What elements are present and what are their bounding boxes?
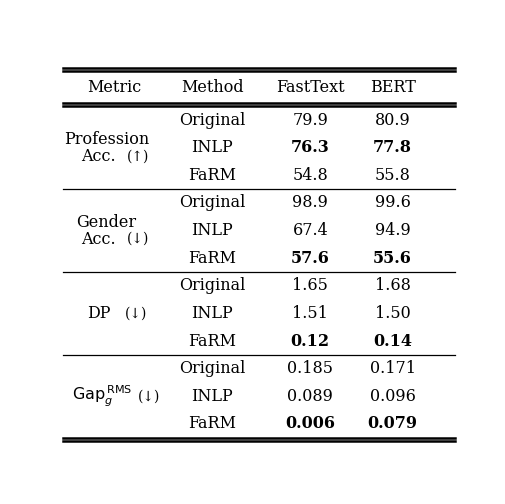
Text: Metric: Metric — [87, 79, 141, 96]
Text: Acc.: Acc. — [81, 231, 116, 247]
Text: 0.171: 0.171 — [369, 360, 415, 377]
Text: INLP: INLP — [191, 305, 233, 322]
Text: (↓): (↓) — [138, 389, 161, 403]
Text: 67.4: 67.4 — [292, 222, 328, 239]
Text: 0.089: 0.089 — [287, 388, 333, 405]
Text: 55.6: 55.6 — [373, 249, 411, 267]
Text: 57.6: 57.6 — [290, 249, 329, 267]
Text: INLP: INLP — [191, 388, 233, 405]
Text: $\mathrm{Gap}_g^{\,\mathrm{RMS}}$: $\mathrm{Gap}_g^{\,\mathrm{RMS}}$ — [72, 384, 132, 409]
Text: 1.50: 1.50 — [374, 305, 410, 322]
Text: 0.14: 0.14 — [372, 333, 412, 350]
Text: (↓): (↓) — [126, 232, 148, 246]
Text: 94.9: 94.9 — [374, 222, 410, 239]
Text: Acc.: Acc. — [81, 148, 116, 165]
Text: INLP: INLP — [191, 222, 233, 239]
Text: FastText: FastText — [275, 79, 344, 96]
Text: 1.68: 1.68 — [374, 277, 410, 294]
Text: 99.6: 99.6 — [374, 195, 410, 212]
Text: Gender: Gender — [76, 214, 136, 230]
Text: 0.12: 0.12 — [290, 333, 329, 350]
Text: Method: Method — [181, 79, 243, 96]
Text: 0.079: 0.079 — [367, 415, 417, 432]
Text: Original: Original — [179, 360, 245, 377]
Text: 1.65: 1.65 — [292, 277, 328, 294]
Text: 1.51: 1.51 — [292, 305, 328, 322]
Text: 0.006: 0.006 — [285, 415, 335, 432]
Text: 55.8: 55.8 — [374, 167, 410, 184]
Text: FaRM: FaRM — [188, 333, 236, 350]
Text: Original: Original — [179, 195, 245, 212]
Text: 80.9: 80.9 — [374, 111, 410, 129]
Text: 54.8: 54.8 — [292, 167, 328, 184]
Text: INLP: INLP — [191, 139, 233, 156]
Text: 76.3: 76.3 — [290, 139, 329, 156]
Text: 0.185: 0.185 — [287, 360, 333, 377]
Text: Original: Original — [179, 277, 245, 294]
Text: FaRM: FaRM — [188, 415, 236, 432]
Text: 79.9: 79.9 — [292, 111, 328, 129]
Text: Profession: Profession — [64, 131, 148, 148]
Text: FaRM: FaRM — [188, 249, 236, 267]
Text: 98.9: 98.9 — [292, 195, 328, 212]
Text: (↓): (↓) — [124, 306, 146, 321]
Text: (↑): (↑) — [126, 149, 148, 163]
Text: FaRM: FaRM — [188, 167, 236, 184]
Text: Original: Original — [179, 111, 245, 129]
Text: BERT: BERT — [369, 79, 415, 96]
Text: 77.8: 77.8 — [372, 139, 412, 156]
Text: 0.096: 0.096 — [369, 388, 415, 405]
Text: DP: DP — [87, 305, 110, 322]
